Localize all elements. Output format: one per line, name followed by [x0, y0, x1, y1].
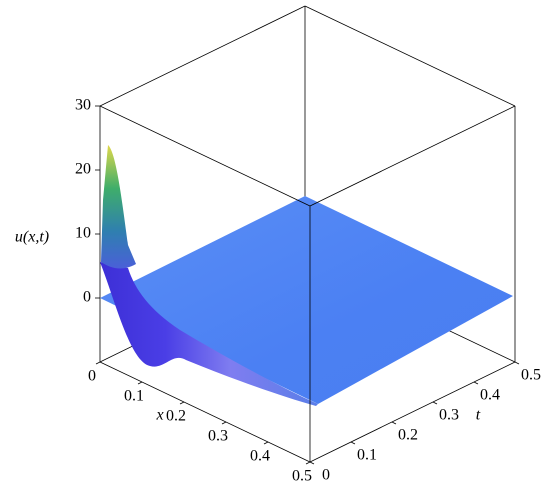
x-tick — [95, 361, 101, 365]
z-tick-label: 30 — [75, 97, 91, 114]
t-tick — [514, 361, 520, 365]
x-tick-label: 0 — [88, 368, 96, 385]
t-tick — [473, 381, 479, 385]
t-tick — [391, 421, 397, 425]
x-tick-label: 0.5 — [292, 468, 312, 485]
x-tick — [179, 401, 185, 405]
t-tick-label: 0.3 — [439, 407, 459, 424]
t-tick-label: 0.1 — [357, 447, 377, 464]
x-tick — [305, 461, 311, 465]
z-tick-label: 10 — [75, 225, 91, 242]
box-front — [99, 105, 516, 463]
x-tick — [137, 381, 143, 385]
surface-plane — [100, 196, 513, 404]
t-tick — [432, 401, 438, 405]
x-tick-label: 0.4 — [250, 448, 270, 465]
t-tick-label: 0.2 — [398, 427, 418, 444]
x-axis-label: x — [155, 407, 163, 424]
t-tick-label: 0.5 — [521, 367, 541, 384]
surface-trough — [100, 262, 318, 406]
t-tick — [309, 461, 315, 465]
z-tick-label: 20 — [75, 161, 91, 178]
surface — [100, 145, 513, 406]
t-tick — [350, 441, 356, 445]
t-tick-label: 0 — [322, 467, 330, 484]
z-axis-label: u(x,t) — [15, 229, 49, 246]
x-tick-label: 0.2 — [166, 408, 186, 425]
t-axis-label: t — [476, 407, 481, 424]
x-tick — [263, 441, 269, 445]
z-tick-label: 0 — [83, 289, 91, 306]
x-tick — [221, 421, 227, 425]
x-tick-label: 0.1 — [124, 388, 144, 405]
surface-peak — [101, 145, 136, 269]
x-tick-label: 0.3 — [208, 428, 228, 445]
t-tick-label: 0.4 — [480, 387, 500, 404]
